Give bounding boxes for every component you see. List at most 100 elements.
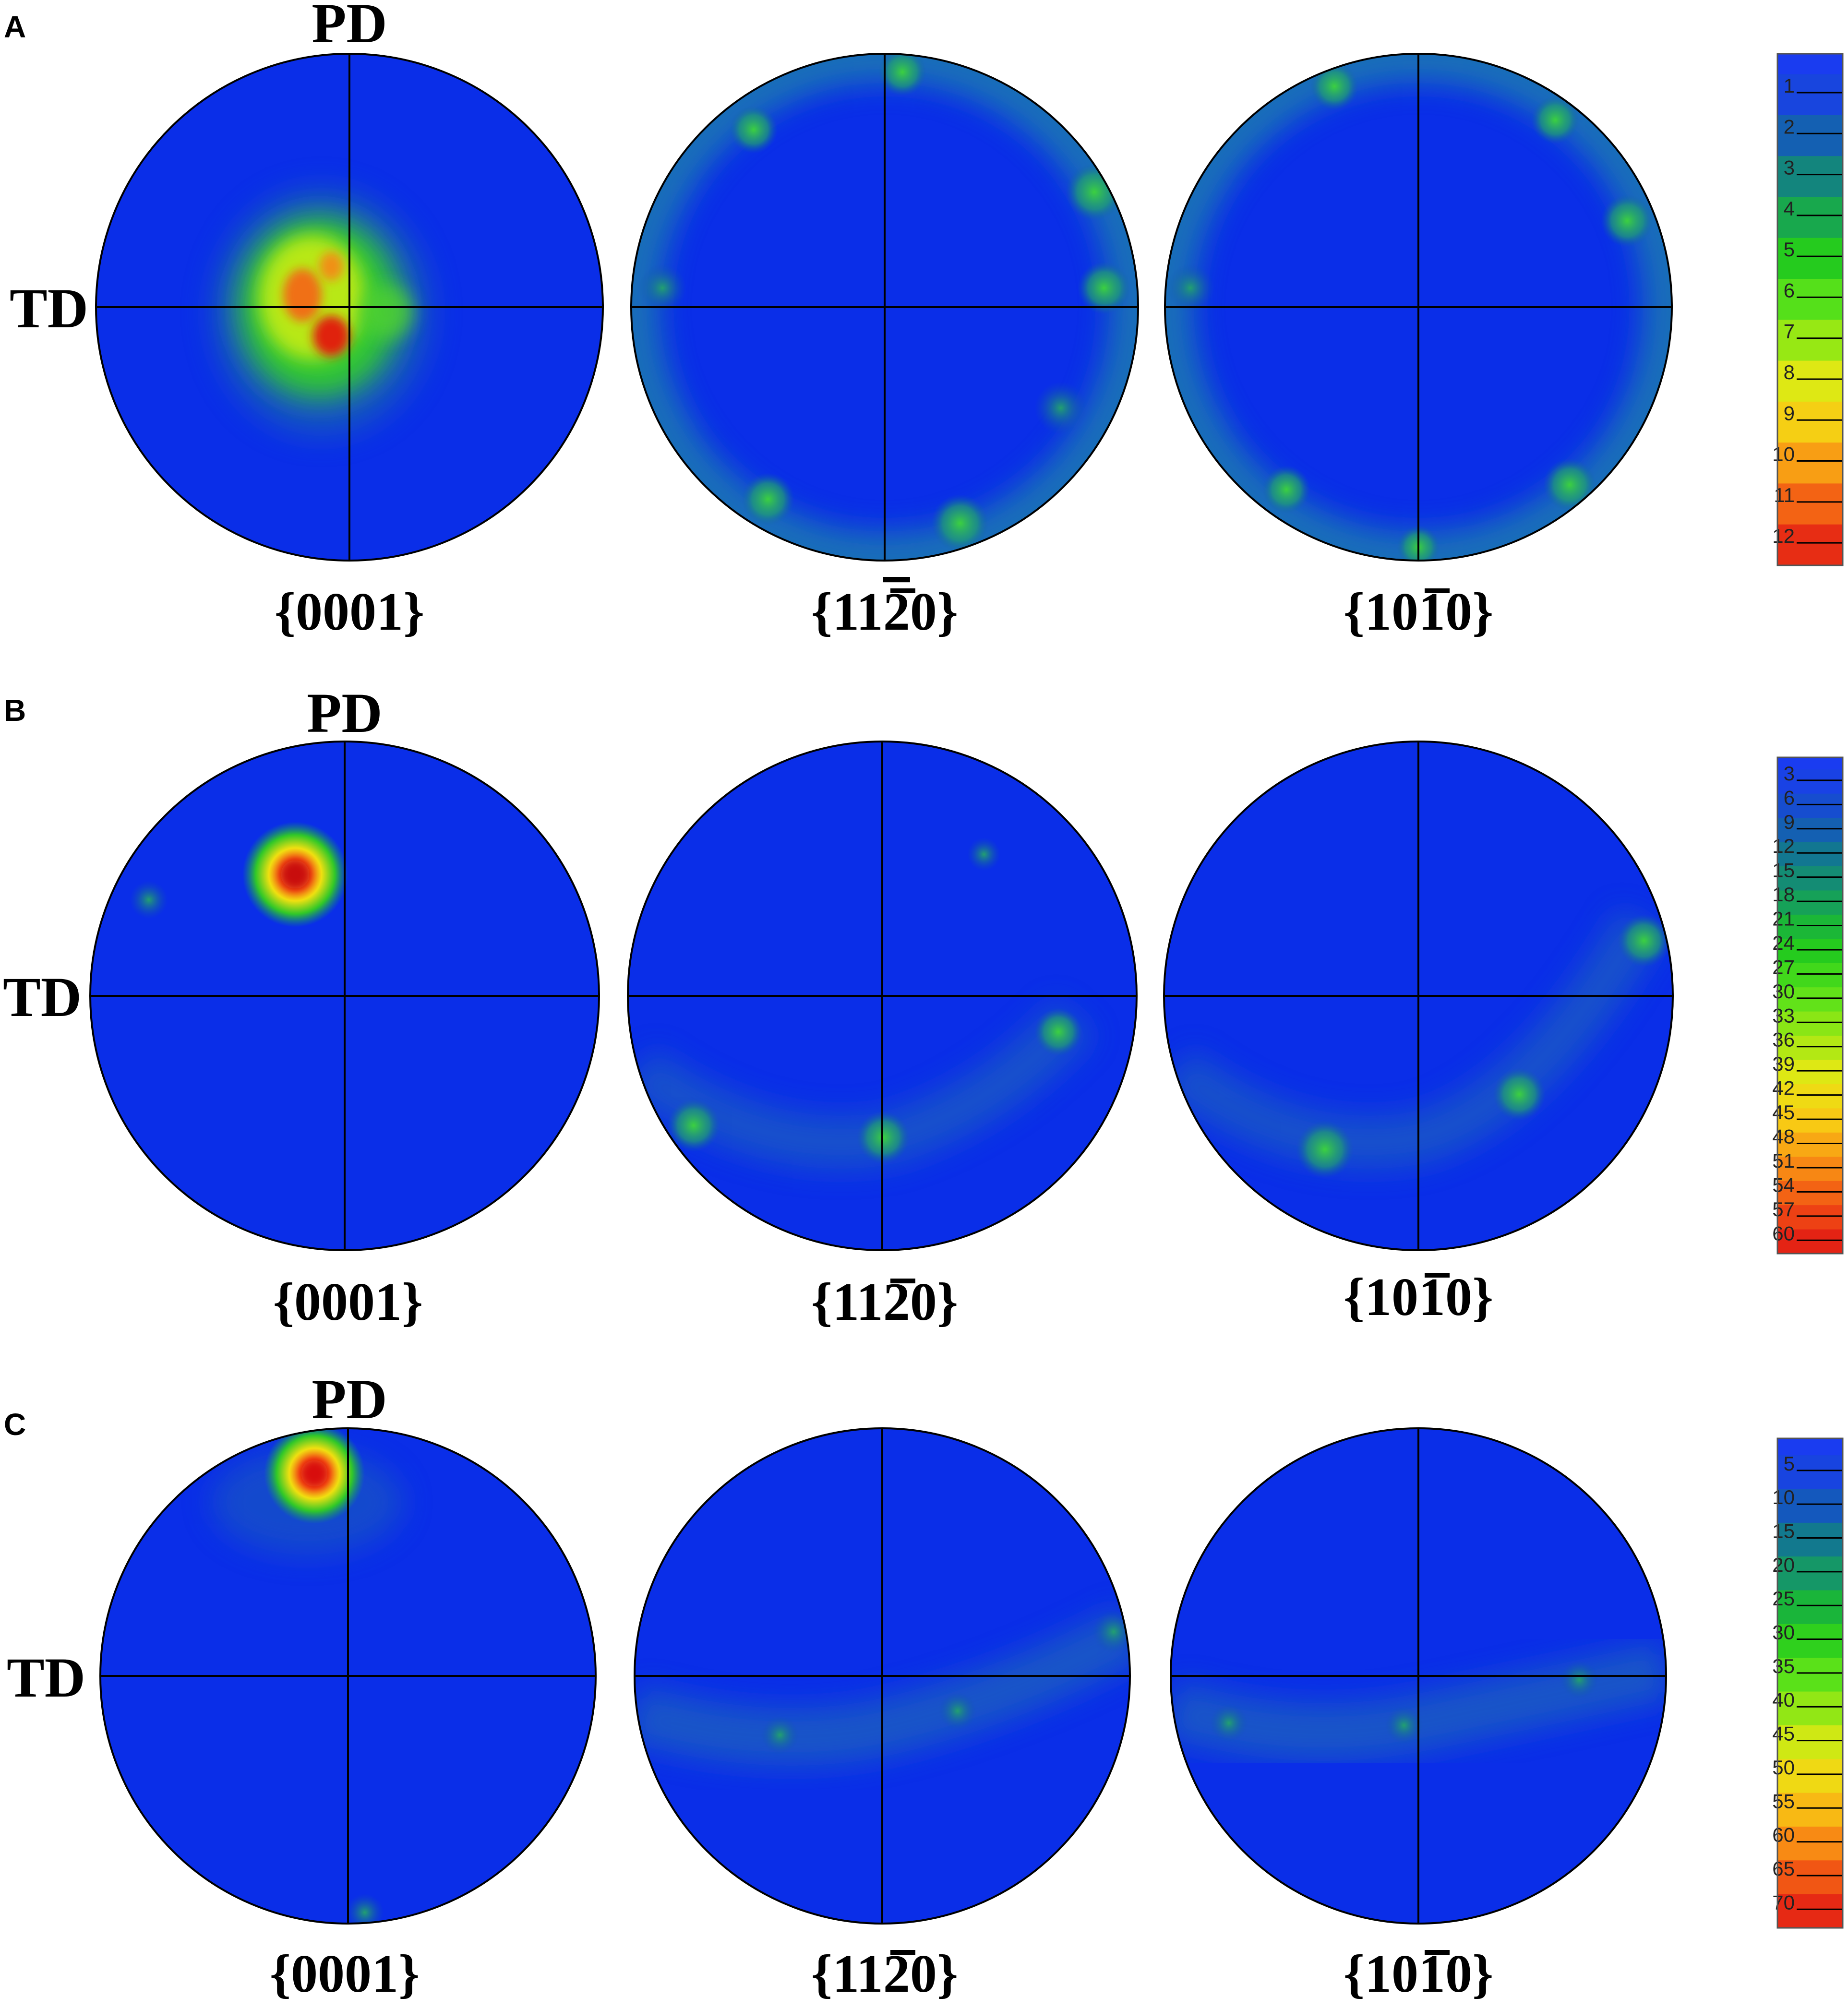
pole-figure-0001: {0001} [99, 1427, 597, 2004]
scale-band [1777, 360, 1843, 402]
scale-label: 35 [1772, 1655, 1795, 1677]
scale-band [1777, 939, 1843, 964]
scale-band [1777, 483, 1843, 525]
panel-a: A PD TD {0001} [4, 0, 1844, 642]
scale-label: 20 [1772, 1554, 1795, 1576]
scale-label: 24 [1772, 932, 1795, 954]
overbar [890, 588, 915, 593]
scale-band [1777, 279, 1843, 321]
scale-band [1777, 442, 1843, 484]
scale-band [1777, 1658, 1843, 1692]
scale-label: 18 [1772, 883, 1795, 906]
pole-figure-11-20: {1120} [634, 1427, 1131, 2004]
intensity-map [211, 187, 432, 437]
scale-label: 30 [1772, 1621, 1795, 1644]
scale-band [1777, 524, 1843, 566]
scale-band [1777, 1205, 1843, 1230]
scale-band [1777, 1438, 1843, 1457]
overbar [1425, 588, 1450, 593]
intensity-map [1164, 908, 1670, 1178]
scale-band [1777, 866, 1843, 891]
scale-label: 60 [1772, 1824, 1795, 1846]
scale-band [1777, 1157, 1843, 1182]
scale-label: 2 [1784, 115, 1795, 138]
pd-label: PD [307, 682, 382, 744]
scale-label: 4 [1784, 197, 1795, 220]
scale-band [1777, 793, 1843, 819]
scale-band [1777, 54, 1843, 75]
scale-label: 39 [1772, 1052, 1795, 1075]
panel-c-letter: C [4, 1407, 26, 1442]
scale-label: 15 [1772, 859, 1795, 882]
plane-label-10-10: {1010} [1344, 582, 1493, 642]
scale-label: 27 [1772, 956, 1795, 978]
overbar [890, 1950, 915, 1955]
scale-band [1777, 914, 1843, 940]
overbar [890, 1279, 915, 1283]
scale-label: 10 [1772, 1486, 1795, 1508]
scale-band [1777, 1060, 1843, 1085]
scale-label: 50 [1772, 1756, 1795, 1779]
plane-label-0001: {0001} [273, 1272, 423, 1332]
scale-label: 3 [1784, 156, 1795, 179]
scale-label: 60 [1772, 1222, 1795, 1244]
scale-label: 42 [1772, 1077, 1795, 1100]
scale-band [1777, 401, 1843, 443]
scale-frame [1776, 1437, 1844, 1929]
scale-band [1777, 74, 1843, 116]
plane-label-11-20: {1120} [811, 582, 958, 642]
pole-figure-11-20: {1120} [627, 741, 1138, 1332]
scale-band [1777, 1011, 1843, 1037]
scale-band [1777, 1556, 1843, 1591]
scale-label: 55 [1772, 1790, 1795, 1812]
scale-label: 45 [1772, 1722, 1795, 1745]
scale-band [1777, 769, 1843, 794]
scale-band [1777, 1108, 1843, 1133]
scale-label: 12 [1772, 835, 1795, 857]
intensity-map [631, 54, 1138, 561]
color-scale-c: 5 10 15 20 25 30 35 40 45 50 55 60 65 70 [1772, 1437, 1844, 1929]
scale-label: 40 [1772, 1688, 1795, 1711]
scale-label: 30 [1772, 980, 1795, 1003]
scale-band [1777, 1522, 1843, 1557]
intensity-map [1165, 54, 1672, 561]
plane-label-0001: {0001} [270, 1944, 420, 2004]
scale-band [1777, 156, 1843, 198]
scale-band [1777, 238, 1843, 280]
scale-label: 5 [1784, 1452, 1795, 1475]
pole-figure-10-10: {1010} [1163, 741, 1674, 1327]
scale-label: 10 [1772, 443, 1795, 466]
scale-label: 1 [1784, 74, 1795, 97]
scale-band [1777, 1826, 1843, 1861]
scale-label: 25 [1772, 1587, 1795, 1610]
scale-band [1777, 1036, 1843, 1061]
scale-band [1777, 1132, 1843, 1158]
scale-band [1777, 890, 1843, 915]
scale-band [1777, 1229, 1843, 1254]
pd-label: PD [312, 1368, 387, 1431]
scale-band [1777, 1793, 1843, 1827]
scale-label: 51 [1772, 1149, 1795, 1172]
scale-band [1777, 1590, 1843, 1625]
scale-label: 33 [1772, 1004, 1795, 1027]
scale-band [1777, 963, 1843, 988]
scale-label: 3 [1784, 762, 1795, 785]
scale-label: 5 [1784, 238, 1795, 261]
scale-band [1777, 757, 1843, 771]
scale-label: 12 [1772, 525, 1795, 547]
scale-label: 36 [1772, 1028, 1795, 1051]
pole-figure-0001: {0001} [95, 53, 604, 642]
scale-band [1777, 1084, 1843, 1109]
scale-label: 6 [1784, 279, 1795, 301]
panel-a-letter: A [4, 10, 26, 44]
scale-label: 9 [1784, 402, 1795, 424]
scale-band [1777, 1725, 1843, 1760]
intensity-map [211, 1428, 403, 1924]
scale-label: 8 [1784, 361, 1795, 383]
scale-label: 15 [1772, 1520, 1795, 1543]
pole-figure-11-20: {1120} [630, 53, 1139, 642]
scale-band [1777, 197, 1843, 239]
pole-figure-0001: {0001} [89, 741, 600, 1332]
